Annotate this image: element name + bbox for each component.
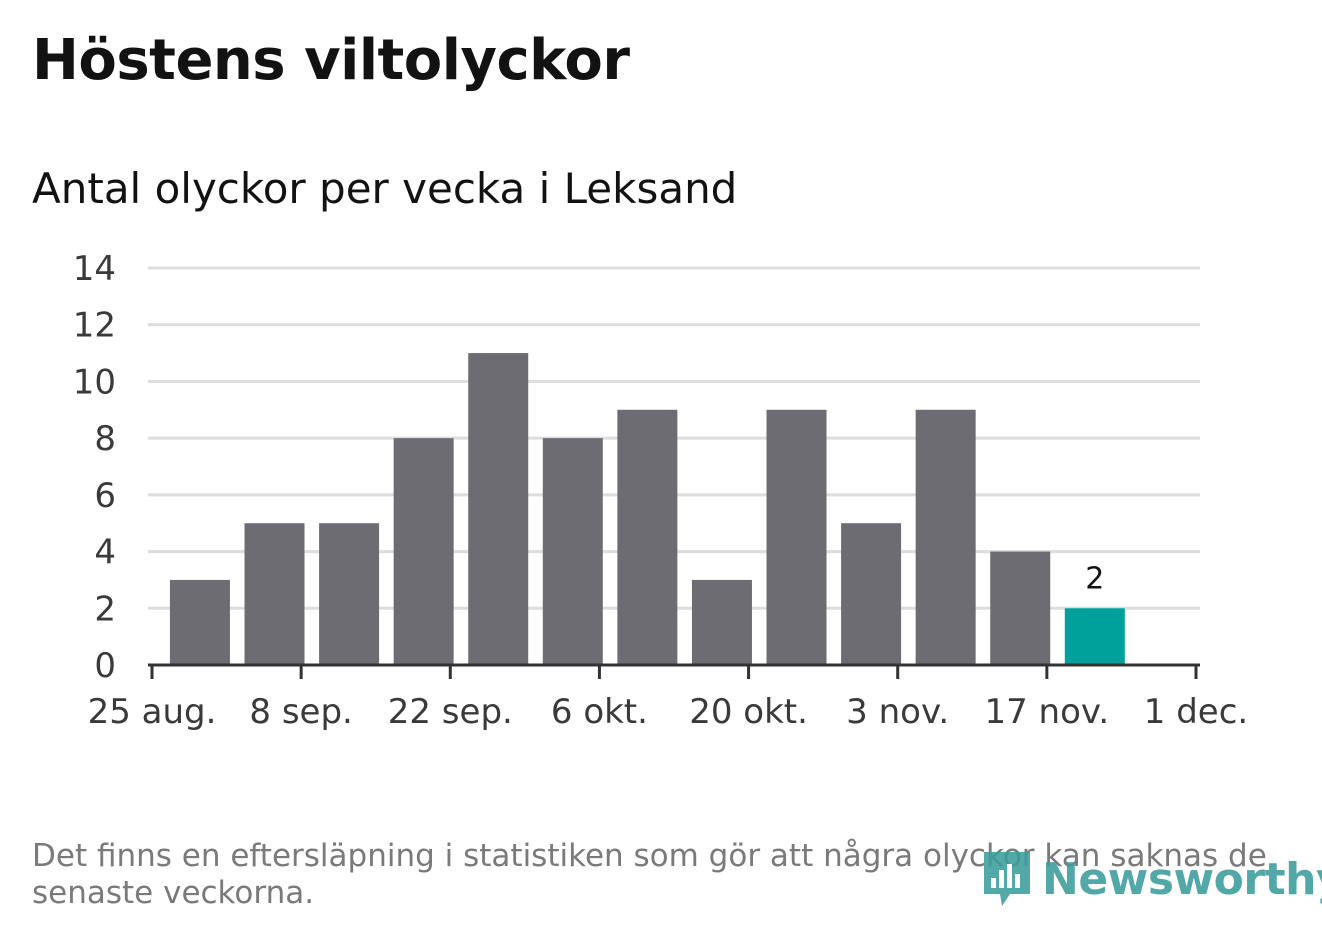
data-labels: 2 (1085, 561, 1104, 596)
y-tick-label: 8 (94, 419, 116, 459)
bar (617, 409, 678, 665)
y-axis-labels: 0 2 4 6 8 10 12 14 (73, 249, 116, 686)
bar (915, 409, 976, 665)
x-tick-label: 8 sep. (249, 692, 352, 732)
bar (169, 579, 230, 665)
footnote: Det finns en eftersläpning i statistiken… (32, 838, 1267, 911)
bar (766, 409, 827, 665)
y-tick-label: 12 (73, 306, 116, 346)
data-label: 2 (1085, 561, 1104, 596)
y-tick-label: 2 (94, 589, 116, 629)
bar (393, 438, 454, 665)
x-tick-label: 3 nov. (846, 692, 949, 732)
chart-title: Höstens viltolyckor (32, 28, 630, 93)
bar (542, 438, 603, 665)
x-axis-labels: 25 aug. 8 sep. 22 sep. 6 okt. 20 okt. 3 nov. 1… (88, 692, 1249, 732)
brand-name: Newsworthy (1042, 853, 1322, 905)
x-tick-label: 17 nov. (984, 692, 1109, 732)
bar (691, 579, 752, 665)
y-tick-label: 10 (73, 362, 116, 402)
chart-subtitle: Antal olyckor per vecka i Leksand (32, 164, 738, 213)
bar (990, 551, 1051, 665)
bar (244, 523, 305, 665)
y-tick-label: 0 (94, 646, 116, 686)
bar (468, 353, 529, 665)
bar (841, 523, 902, 665)
y-tick-label: 6 (94, 476, 116, 516)
bar-highlight (1064, 608, 1125, 665)
y-tick-label: 4 (94, 533, 116, 573)
x-axis (148, 663, 1200, 679)
x-tick-label: 22 sep. (388, 692, 513, 732)
bar (319, 523, 380, 665)
x-tick-label: 25 aug. (88, 692, 217, 732)
x-tick-label: 6 okt. (551, 692, 648, 732)
x-tick-label: 1 dec. (1144, 692, 1248, 732)
newsworthy-logo-icon (984, 852, 1030, 906)
bars (169, 353, 1125, 665)
x-tick-label: 20 okt. (689, 692, 808, 732)
y-tick-label: 14 (73, 249, 116, 289)
brand-logo: Newsworthy (980, 848, 1322, 910)
